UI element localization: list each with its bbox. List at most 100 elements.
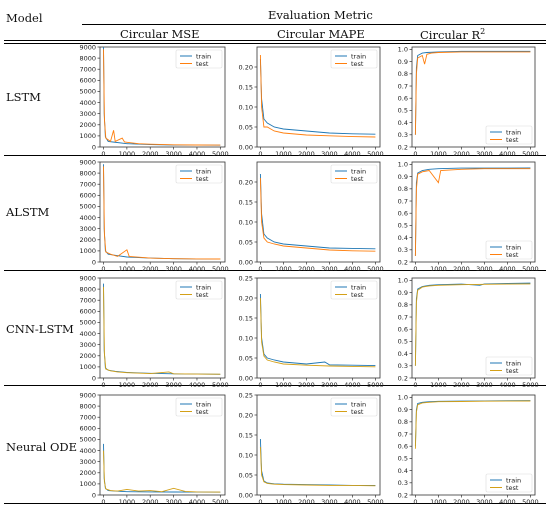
metric-header-mape: Circular MAPE [277,27,365,41]
y-tick-label: 0.6 [398,326,408,334]
y-tick-label: 0.05 [239,471,253,479]
x-tick-label: 2000 [298,381,315,389]
x-tick-label: 2000 [453,150,470,158]
series-line-train [103,443,221,493]
y-tick-label: 0.00 [239,374,253,382]
y-tick-label: 8000 [79,54,96,62]
y-tick-label: 0.5 [398,455,408,463]
y-tick-label: 0.25 [239,391,253,399]
x-tick-label: 5000 [367,381,384,389]
legend-label-train: train [506,128,521,136]
y-tick-label: 2000 [79,352,96,360]
x-tick-label: 2000 [142,265,159,273]
x-tick-label: 4000 [344,381,361,389]
x-tick-label: 0 [413,498,417,506]
x-tick-label: 5000 [522,265,539,273]
y-tick-label: 0.00 [239,143,253,151]
chart-cnn-lstm-circular-r: 0 1000 2000 3000 4000 5000 0.2 0.3 0.4 0.5 0.6 0.7 0… [398,277,539,389]
x-tick-label: 3000 [321,150,338,158]
row-separator-1 [4,155,546,156]
y-tick-label: 0.6 [398,95,408,103]
plot-frame [256,161,381,263]
y-tick-label: 0.4 [398,350,408,358]
x-tick-label: 4000 [499,265,516,273]
x-tick-label: 4000 [499,498,516,506]
legend-label-train: train [506,359,521,367]
y-tick-label: 0.00 [239,258,253,266]
y-tick-label: 0.7 [398,82,408,90]
series-line-train [259,438,376,486]
y-tick-label: 0 [92,258,96,266]
series-line-test [259,54,376,138]
series-line-train [259,173,376,250]
x-tick-label: 1000 [430,150,447,158]
y-tick-label: 9000 [79,158,96,166]
x-tick-label: 3000 [476,381,493,389]
x-tick-label: 4000 [499,150,516,158]
y-tick-label: 0.3 [398,362,408,370]
y-tick-label: 0.25 [239,274,253,282]
chart-neural-ode-circular-mse: 0 1000 2000 3000 4000 5000 0 1000 2000 3000 4000 50… [79,391,228,506]
plot-frame [256,46,381,148]
x-tick-label: 3000 [476,150,493,158]
x-tick-label: 3000 [321,381,338,389]
legend-label-train: train [351,167,366,175]
chart-alstm-circular-mse: 0 1000 2000 3000 4000 5000 0 1000 2000 3000 4000 50… [79,158,228,273]
x-tick-label: 0 [101,381,105,389]
x-tick-label: 3000 [476,498,493,506]
plot-frame [99,277,226,379]
x-tick-label: 5000 [522,150,539,158]
y-tick-label: 0.2 [398,491,408,499]
chart-lstm-circular-mse: 0 1000 2000 3000 4000 5000 0 1000 2000 3000 4000 50… [79,43,228,158]
y-tick-label: 2000 [79,121,96,129]
chart-alstm-circular-r: 0 1000 2000 3000 4000 5000 0.2 0.3 0.4 0.5 0.6 0.7 0… [398,161,539,273]
series-line-test [259,446,376,487]
y-tick-label: 1000 [79,480,96,488]
legend-label-test: test [351,175,364,183]
chart-lstm-circular-r: 0 1000 2000 3000 4000 5000 0.2 0.3 0.4 0.5 0.6 0.7 0… [398,46,539,158]
y-tick-label: 1000 [79,247,96,255]
y-tick-label: 1.0 [398,161,408,169]
y-tick-label: 0.9 [398,173,408,181]
x-tick-label: 5000 [212,381,229,389]
series-line-test [103,286,221,375]
x-tick-label: 3000 [165,381,182,389]
x-tick-label: 1000 [430,265,447,273]
header-subrule [82,24,546,25]
x-tick-label: 2000 [142,150,159,158]
y-tick-label: 0.20 [239,294,253,302]
chart-neural-ode-circular-r: 0 1000 2000 3000 4000 5000 0.2 0.3 0.4 0.5 0.6 0.7 0… [398,394,539,506]
y-tick-label: 0.2 [398,143,408,151]
row-separator-3 [4,385,546,386]
x-tick-label: 4000 [499,381,516,389]
x-tick-label: 0 [101,265,105,273]
y-tick-label: 0.2 [398,258,408,266]
series-line-test [103,450,221,493]
series-line-test [103,49,221,146]
x-tick-label: 5000 [212,150,229,158]
legend-label-train: train [196,167,211,175]
y-tick-label: 3000 [79,110,96,118]
plot-frame [99,46,226,148]
y-tick-label: 0.2 [398,374,408,382]
legend-label-test: test [351,408,364,416]
header-double-rule-top [4,40,546,41]
metric-header-r2: Circular R2 [420,27,485,42]
y-tick-label: 6000 [79,77,96,85]
x-tick-label: 3000 [321,498,338,506]
row-label-neural-ode: Neural ODE [6,440,78,454]
x-tick-label: 1000 [119,265,136,273]
series-line-train [259,58,376,135]
legend-label-test: test [506,367,519,375]
table-bottom-rule [4,503,546,504]
x-tick-label: 1000 [430,498,447,506]
series-line-train [414,282,531,366]
legend-label-train: train [506,476,521,484]
y-tick-label: 5000 [79,436,96,444]
